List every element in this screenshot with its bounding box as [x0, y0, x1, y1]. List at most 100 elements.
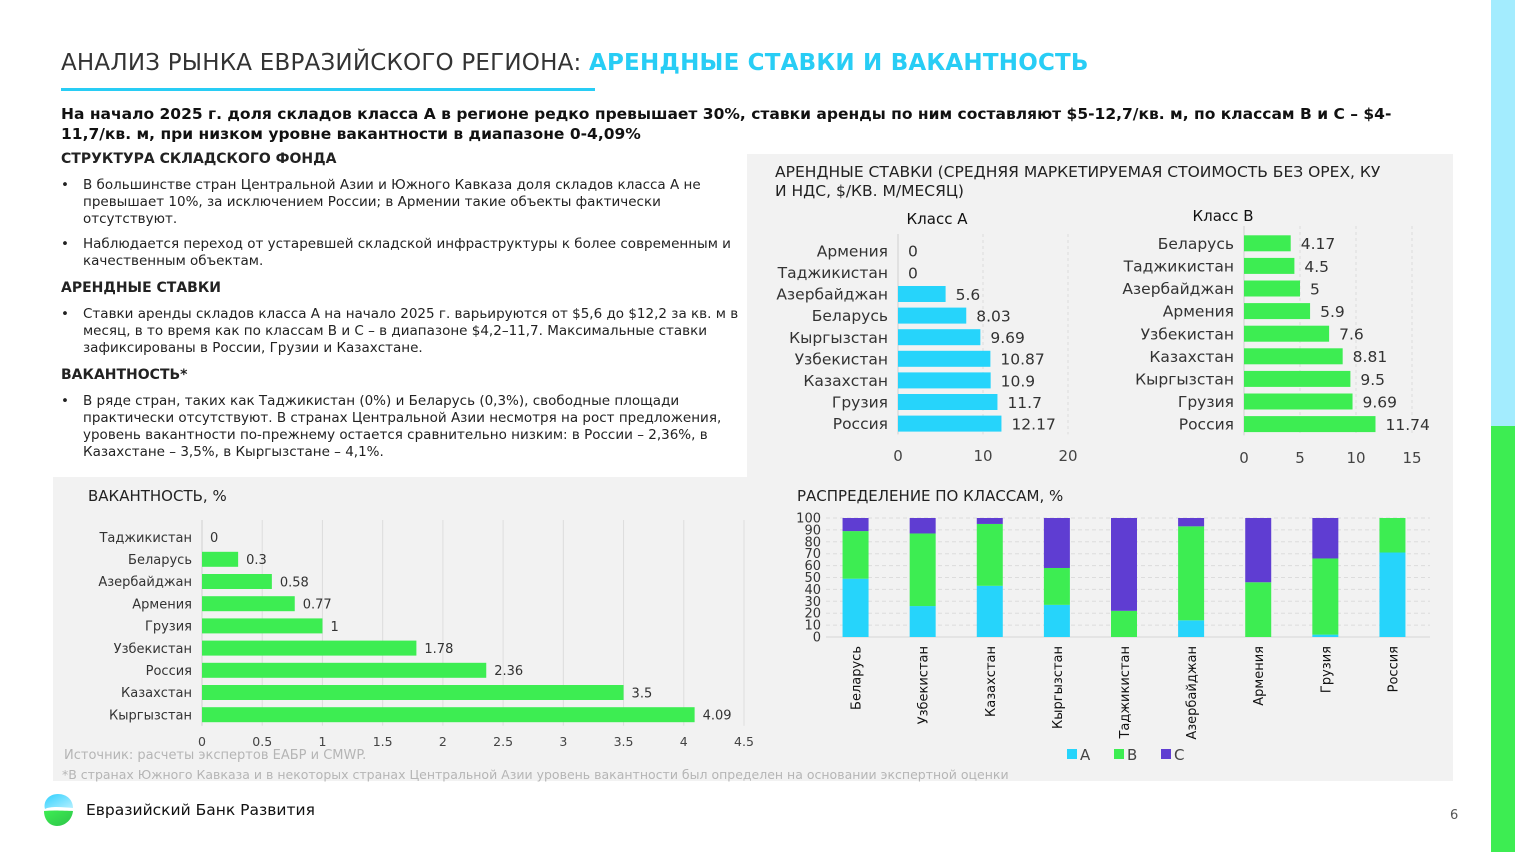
data-label: 3.5: [632, 686, 653, 701]
bar: [898, 350, 991, 367]
category-label: Азербайджан: [1122, 280, 1234, 298]
data-label: 2.36: [494, 664, 523, 679]
section-heading-rent: АРЕНДНЫЕ СТАВКИ: [61, 280, 221, 296]
data-label: 9.69: [990, 329, 1025, 347]
category-label: Узбекистан: [795, 350, 888, 368]
stacked-bar-segment-b: [1245, 582, 1272, 637]
legend-label-c: C: [1174, 746, 1184, 764]
category-label: Узбекистан: [114, 642, 192, 657]
category-label: Азербайджан: [1185, 646, 1200, 740]
page-title-main: АНАЛИЗ РЫНКА ЕВРАЗИЙСКОГО РЕГИОНА:: [61, 50, 589, 76]
category-label: Россия: [1179, 416, 1234, 434]
data-label: 9.5: [1360, 371, 1385, 389]
x-tick-label: 4.5: [734, 734, 754, 749]
category-label: Кыргызстан: [1051, 646, 1066, 729]
data-label: 4.17: [1301, 235, 1336, 253]
bullet-item: Наблюдается переход от устаревшей складс…: [61, 236, 741, 270]
bar: [1244, 393, 1353, 410]
bullet-item: В большинстве стран Центральной Азии и Ю…: [61, 177, 741, 228]
stacked-bar-segment-c: [976, 518, 1003, 524]
section-heading-structure: СТРУКТУРА СКЛАДСКОГО ФОНДА: [61, 151, 337, 167]
category-label: Кыргызстан: [1135, 370, 1234, 388]
category-label: Кыргызстан: [109, 708, 192, 723]
y-tick-label: 60: [804, 559, 821, 574]
rent-chart-title: АРЕНДНЫЕ СТАВКИ (СРЕДНЯЯ МАРКЕТИРУЕМАЯ С…: [775, 163, 1381, 181]
category-label: Узбекистан: [917, 646, 932, 724]
bar: [202, 596, 295, 612]
data-label: 12.17: [1011, 415, 1055, 433]
category-label: Таджикистан: [1118, 646, 1133, 740]
stacked-bar-segment-b: [1178, 526, 1205, 621]
stacked-bar-segment-a: [1178, 620, 1205, 637]
category-label: Казахстан: [803, 372, 888, 390]
x-tick-label: 10: [973, 447, 992, 465]
bar: [1244, 370, 1351, 387]
bar: [202, 707, 695, 723]
x-tick-label: 5: [1295, 449, 1305, 467]
bullet-item: Ставки аренды складов класса А на начало…: [61, 306, 741, 357]
data-label: 0: [908, 243, 918, 261]
y-tick-label: 80: [804, 535, 821, 550]
vacancy-chart-title: ВАКАНТНОСТЬ, %: [88, 487, 227, 505]
stacked-bar-segment-a: [909, 606, 936, 637]
bar: [202, 551, 239, 567]
data-label: 0: [210, 531, 218, 546]
bar: [202, 574, 272, 589]
source-note: Источник: расчеты экспертов ЕАБР и CMWP.: [64, 748, 367, 763]
data-label: 8.03: [976, 307, 1011, 325]
x-tick-label: 4: [680, 734, 688, 749]
data-label: 11.74: [1385, 416, 1429, 434]
page-title-accent: АРЕНДНЫЕ СТАВКИ И ВАКАНТНОСТЬ: [588, 50, 1089, 76]
legend-label-b: B: [1127, 746, 1137, 764]
decor-stripe-green: [1491, 426, 1515, 852]
x-tick-label: 3.5: [614, 734, 634, 749]
stacked-bar-segment-b: [1312, 558, 1339, 635]
legend-label-a: A: [1080, 746, 1091, 764]
x-tick-label: 3: [559, 734, 567, 749]
bar: [898, 329, 981, 346]
stacked-bar-segment-b: [842, 531, 869, 579]
y-tick-label: 20: [804, 607, 821, 622]
data-label: 4.09: [703, 709, 732, 724]
stacked-bar-segment-c: [1245, 518, 1272, 583]
y-tick-label: 0: [813, 631, 821, 646]
category-label: Россия: [833, 415, 888, 433]
x-tick-label: 1.5: [373, 734, 393, 749]
stacked-bar-segment-c: [1111, 518, 1137, 611]
stacked-bar-segment-c: [1043, 518, 1070, 568]
y-tick-label: 30: [804, 595, 821, 610]
x-tick-label: 0: [198, 734, 206, 749]
stacked-bar-segment-c: [909, 518, 936, 534]
category-label: Таджикистан: [98, 531, 192, 546]
bar: [898, 307, 967, 324]
y-tick-label: 100: [796, 512, 821, 527]
stacked-bar-segment-a: [1043, 604, 1070, 637]
category-label: Таджикистан: [777, 264, 888, 282]
data-label: 10.9: [1001, 372, 1036, 390]
category-label: Азербайджан: [776, 286, 888, 304]
category-label: Армения: [1252, 646, 1267, 706]
x-tick-label: 2.5: [493, 734, 513, 749]
data-label: 11.7: [1007, 394, 1042, 412]
category-label: Кыргызстан: [789, 329, 888, 347]
stacked-bar-segment-b: [976, 523, 1003, 586]
category-label: Грузия: [1178, 393, 1234, 411]
data-label: 1: [330, 620, 338, 635]
data-label: 9.69: [1363, 393, 1398, 411]
stacked-bar-segment-c: [1178, 518, 1205, 527]
legend-swatch-b: [1114, 749, 1124, 759]
y-tick-label: 50: [804, 571, 821, 586]
legend-swatch-c: [1161, 749, 1171, 759]
x-tick-label: 2: [439, 734, 447, 749]
category-label: Армения: [1163, 303, 1234, 321]
eadb-logo-icon: [44, 794, 73, 826]
bar: [898, 286, 946, 302]
stacked-bar-segment-b: [909, 533, 936, 607]
title-underline: [61, 88, 595, 91]
lead-summary: На начало 2025 г. доля складов класса А …: [61, 105, 1392, 143]
section-heading-vacancy: ВАКАНТНОСТЬ*: [61, 367, 188, 383]
data-label: 7.6: [1339, 326, 1364, 344]
category-label: Казахстан: [984, 646, 999, 717]
x-tick-label: 10: [1346, 449, 1365, 467]
stacked-bar-segment-c: [842, 518, 869, 532]
